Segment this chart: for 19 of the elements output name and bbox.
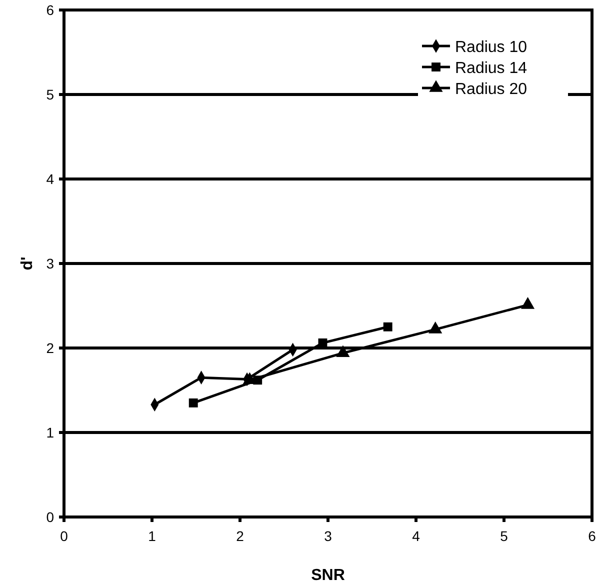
x-tick-label: 3	[324, 528, 332, 544]
y-tick-label: 0	[46, 509, 54, 525]
x-tick-label: 5	[500, 528, 508, 544]
y-tick-label: 5	[46, 86, 54, 102]
y-tick-label: 4	[46, 171, 54, 187]
y-tick-label: 3	[46, 256, 54, 272]
legend-label: Radius 10	[455, 39, 528, 56]
y-tick-label: 6	[46, 2, 54, 18]
x-axis-title: SNR	[311, 567, 346, 584]
legend-label: Radius 14	[455, 60, 528, 77]
x-tick-label: 4	[412, 528, 420, 544]
x-tick-label: 0	[60, 528, 68, 544]
y-axis-title: d'	[19, 256, 36, 270]
y-tick-label: 2	[46, 340, 54, 356]
x-tick-label: 2	[236, 528, 244, 544]
legend-label: Radius 20	[455, 81, 528, 98]
x-tick-label: 1	[148, 528, 156, 544]
y-tick-label: 1	[46, 424, 54, 440]
x-tick-label: 6	[588, 528, 596, 544]
